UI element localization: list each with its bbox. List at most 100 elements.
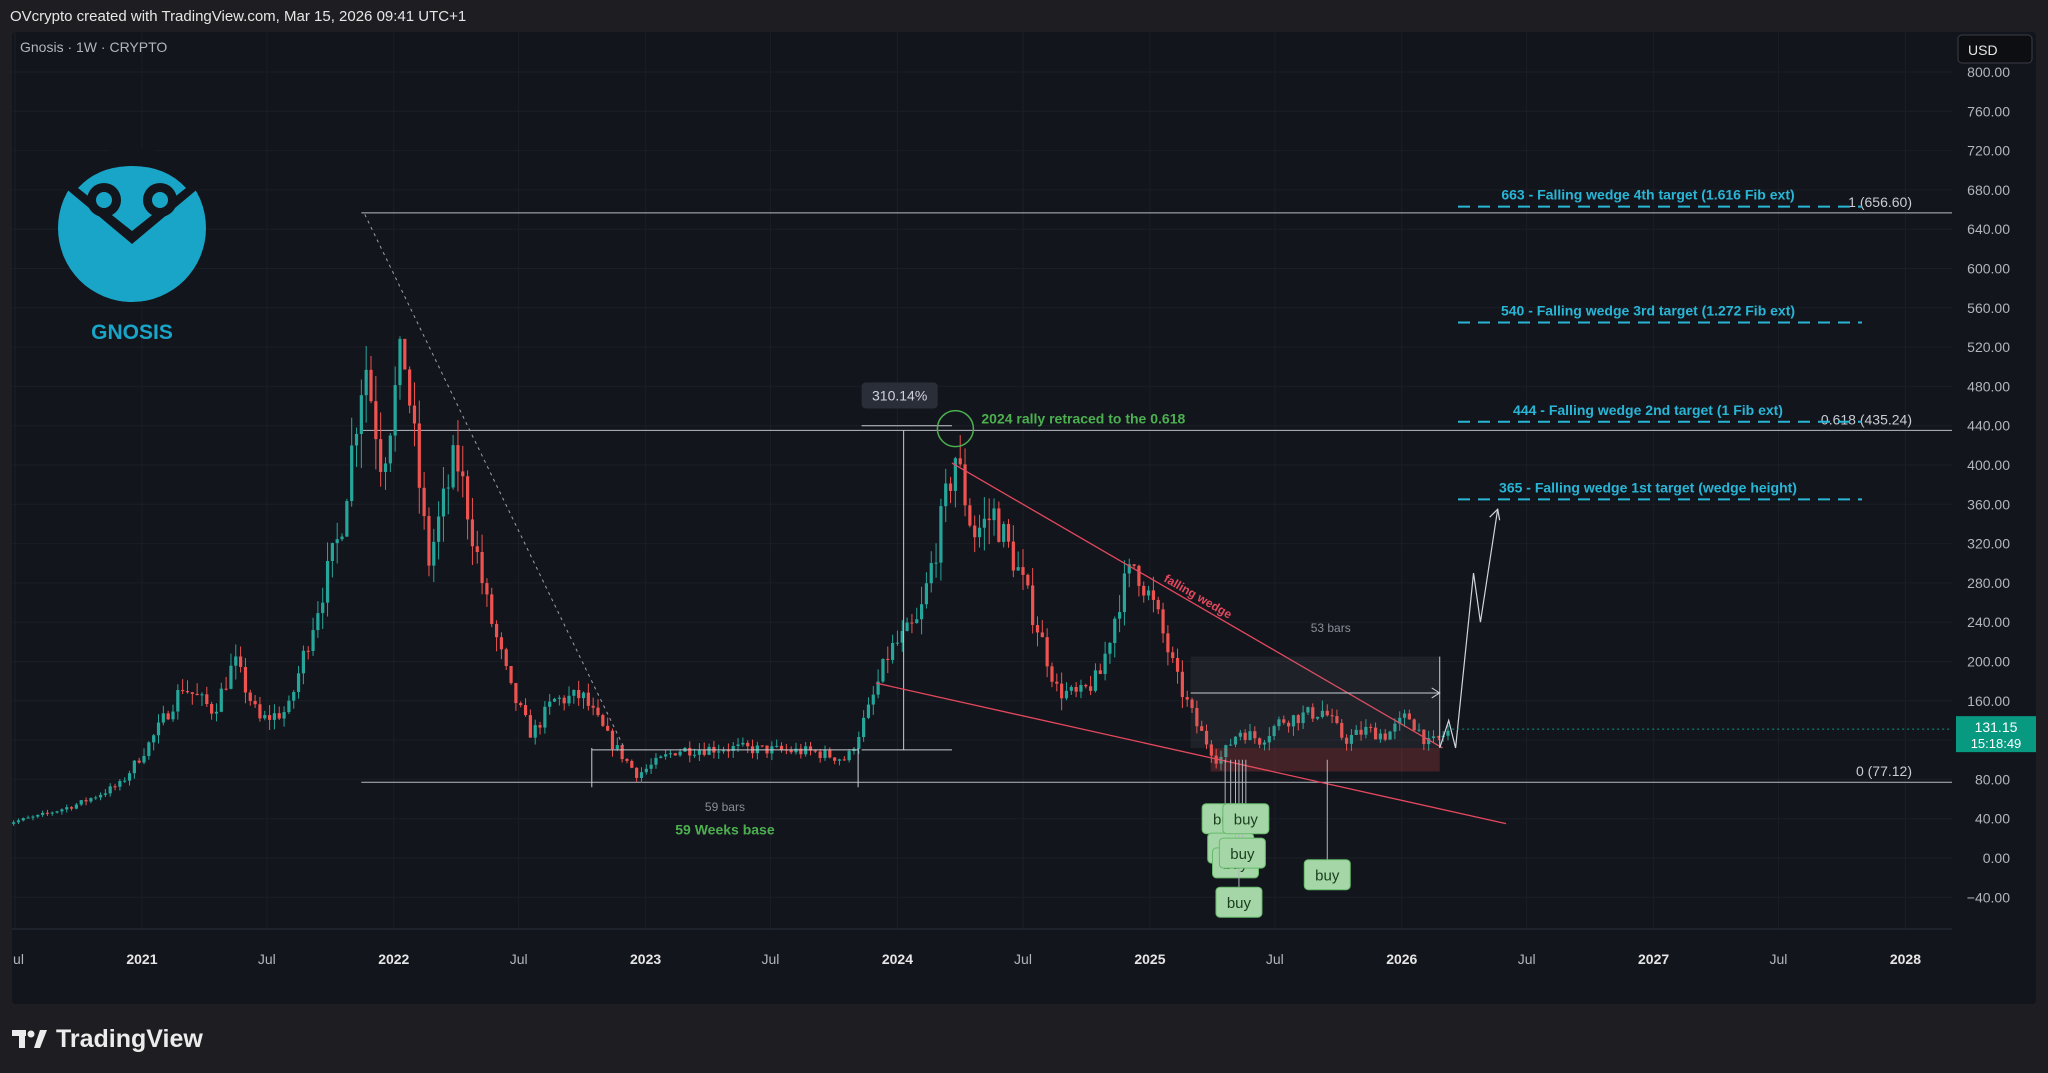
chart-panel[interactable] (12, 32, 2036, 1004)
candle-body (465, 476, 470, 520)
target-lines[interactable]: 663 - Falling wedge 4th target (1.616 Fi… (1458, 187, 1862, 501)
candle-body (1398, 717, 1402, 724)
candle-body (596, 707, 600, 716)
candle-body (678, 751, 682, 756)
candle-body (137, 760, 141, 763)
candle-body (403, 338, 407, 370)
time-axis[interactable]: Jul 2021 Jul 2022 Jul 2023 Jul 2024 Jul 2025 Jul 20… (12, 928, 1952, 967)
currency-button[interactable]: USD (1957, 34, 2033, 64)
rally-percent-badge[interactable]: 310.14% (861, 382, 938, 409)
candle-body (717, 751, 721, 753)
candle-body (494, 623, 499, 638)
price-axis[interactable]: 800.00 760.00 720.00 680.00 640.00 600.00 560.… (1452, 64, 2036, 905)
candle-body (1079, 685, 1083, 692)
candle-body (953, 458, 957, 491)
candle-body (1330, 715, 1334, 717)
time-tick-label: Jul (1266, 951, 1284, 967)
price-tick-label: 200.00 (1967, 654, 2010, 670)
target-label: 540 - Falling wedge 3rd target (1.272 Fi… (1501, 303, 1795, 319)
candle-body (871, 694, 875, 705)
candle-body (1069, 687, 1073, 691)
candle-body (258, 704, 262, 719)
candle-body (1045, 637, 1049, 667)
candle-body (45, 812, 50, 814)
candle-body (630, 760, 634, 768)
wedge-lower-line[interactable] (875, 682, 1507, 825)
candle-body (171, 711, 175, 720)
candle-body (248, 692, 252, 701)
time-tick-label: Jul (1770, 951, 1788, 967)
wedge-upper-line[interactable] (951, 462, 1443, 749)
price-tick-label: 40.00 (1975, 811, 2010, 827)
price-grid (12, 32, 1952, 929)
candle-body (74, 804, 79, 809)
candle-body (610, 730, 615, 749)
buy-signal-label: buy (1315, 868, 1340, 885)
demand-zone[interactable] (1210, 747, 1440, 772)
candle-body (760, 745, 764, 747)
candle-body (895, 642, 900, 644)
drawings[interactable]: 59 bars 59 Weeks base 310.14% 2024 rally re… (364, 214, 1507, 918)
candle-body (823, 750, 827, 758)
candle-body (1011, 541, 1015, 571)
candle-body (741, 742, 745, 745)
projected-path[interactable] (1439, 509, 1499, 749)
price-tick-label: 320.00 (1967, 536, 2010, 552)
candle-body (1431, 736, 1436, 739)
gnosis-owl-icon (58, 148, 206, 302)
buy-signal[interactable]: buy (1303, 859, 1351, 891)
price-tick-label: 160.00 (1967, 693, 2010, 709)
candle-body (31, 816, 35, 818)
candle-body (857, 737, 861, 749)
candle-body (1258, 738, 1262, 745)
candle-body (311, 630, 315, 651)
candle-body (1287, 722, 1291, 727)
candle-body (234, 656, 238, 666)
projected-arrowhead (1489, 507, 1501, 521)
buy-signal[interactable]: buy (1218, 837, 1266, 869)
candle-body (977, 527, 982, 538)
candle-body (1248, 731, 1252, 740)
candle-body (12, 822, 16, 824)
candle-body (1146, 590, 1151, 596)
candle-body (654, 757, 658, 765)
candle-body (924, 583, 929, 605)
candle-body (398, 338, 402, 386)
price-chart[interactable]: 1 (656.60) 0.618 (435.24) 0 (77.12) 59 bar… (12, 32, 2036, 1004)
buy-signal[interactable]: buy (1215, 886, 1263, 918)
tradingview-brand[interactable]: TradingView (12, 1012, 412, 1066)
candle-body (1180, 671, 1184, 698)
fib-retracement[interactable]: 1 (656.60) 0.618 (435.24) 0 (77.12) (361, 194, 1952, 783)
consolidation-box[interactable] (1190, 656, 1440, 748)
candle-body (818, 751, 822, 758)
candle-body (1277, 719, 1281, 727)
symbol-legend[interactable]: Gnosis · 1W · CRYPTO (20, 39, 167, 55)
candle-body (1301, 712, 1305, 724)
candle-body (50, 812, 54, 814)
candle-body (26, 817, 30, 819)
candle-body (1195, 707, 1199, 727)
candle-body (644, 768, 648, 773)
candle-body (552, 698, 557, 702)
candle-body (1200, 726, 1204, 731)
candle-body (910, 622, 914, 624)
candle-body (1006, 524, 1011, 542)
candle-body (1306, 707, 1310, 713)
decline-trendline[interactable] (364, 214, 625, 749)
candle-body (369, 369, 373, 402)
buy-signal[interactable]: buy (1222, 803, 1270, 835)
candle-body (673, 753, 677, 756)
candle-body (1262, 742, 1267, 745)
last-price-value: 131.15 (1975, 719, 2018, 735)
candle-body (1151, 590, 1155, 600)
candle-body (581, 692, 586, 699)
time-tick-label: 2022 (378, 951, 409, 967)
candle-body (837, 759, 842, 761)
retrace-marker[interactable] (936, 409, 975, 448)
fib-level-label: 0.618 (435.24) (1821, 411, 1912, 427)
candle-body (606, 725, 610, 731)
candle-body (412, 405, 417, 424)
candle-body (635, 767, 639, 778)
candle-body (200, 694, 204, 696)
